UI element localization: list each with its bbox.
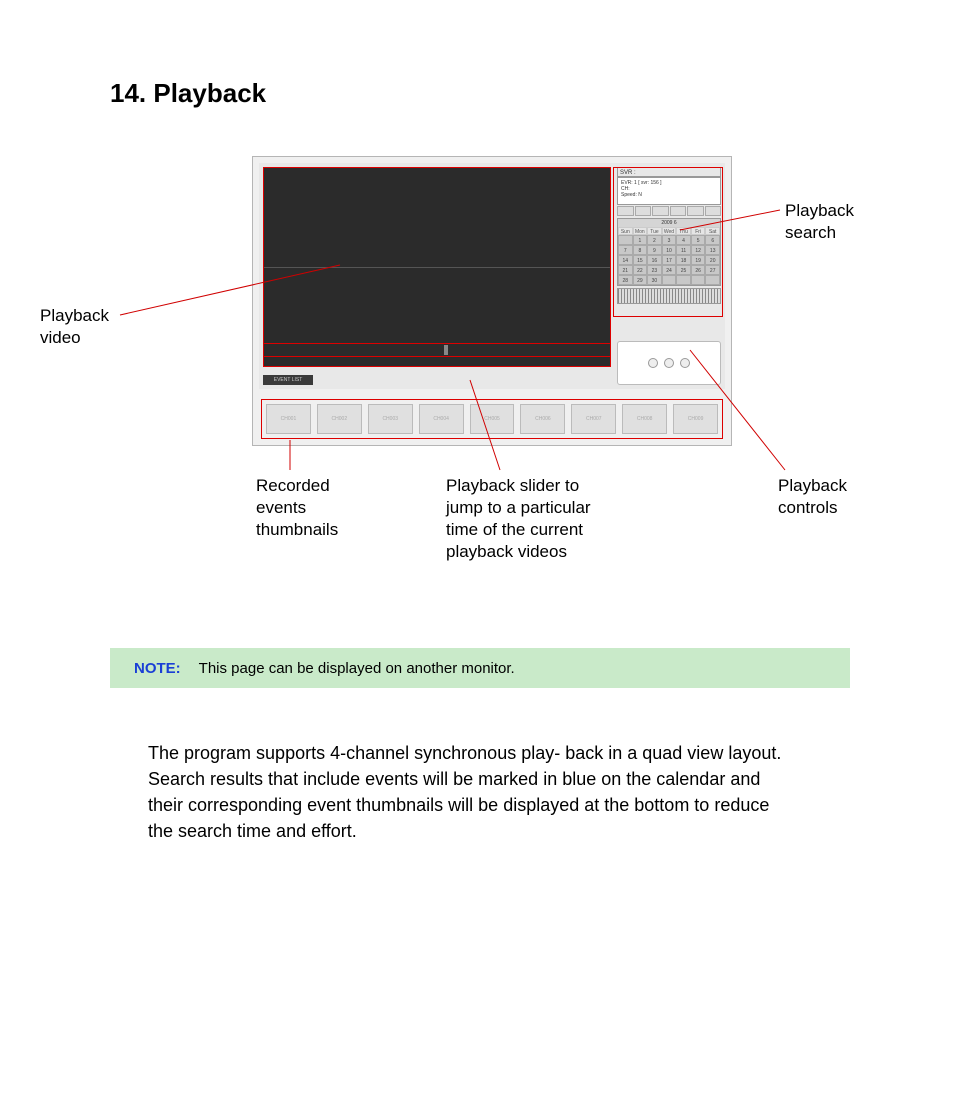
calendar-day-header: Wed (662, 227, 677, 235)
calendar-date[interactable] (662, 275, 677, 285)
slider-handle[interactable] (444, 345, 448, 355)
calendar-date[interactable]: 23 (647, 265, 662, 275)
body-paragraph: The program supports 4-channel synchrono… (148, 740, 788, 844)
calendar-date[interactable] (676, 275, 691, 285)
playback-info: EVR: 1 [ svr: 156 ] CH: Speed: N (617, 177, 721, 205)
calendar-date[interactable]: 24 (662, 265, 677, 275)
calendar-day-header: Mon (633, 227, 648, 235)
calendar-date[interactable]: 20 (705, 255, 720, 265)
calendar-date[interactable]: 2 (647, 235, 662, 245)
playback-slider[interactable] (263, 343, 611, 357)
calendar-date[interactable]: 22 (633, 265, 648, 275)
calendar-day-header: Tue (647, 227, 662, 235)
calendar-date[interactable] (618, 235, 633, 245)
calendar-date[interactable] (691, 275, 706, 285)
callout-slider: Playback slider tojump to a particularti… (446, 475, 591, 563)
callout-thumbnails: Recordedeventsthumbnails (256, 475, 338, 541)
calendar-date[interactable]: 11 (676, 245, 691, 255)
playback-figure: Playbackvideo Playbacksearch Recordedeve… (40, 150, 910, 620)
prev-icon[interactable] (648, 358, 658, 368)
thumbnail[interactable]: CH002 (317, 404, 362, 434)
thumbnail-row: CH001CH002CH003CH004CH005CH006CH007CH008… (261, 399, 723, 439)
calendar-date[interactable]: 9 (647, 245, 662, 255)
thumbnail[interactable]: CH005 (470, 404, 515, 434)
calendar-date[interactable]: 7 (618, 245, 633, 255)
calendar-date[interactable]: 4 (676, 235, 691, 245)
thumbnail[interactable]: CH009 (673, 404, 718, 434)
calendar-date[interactable]: 12 (691, 245, 706, 255)
side-panel: SVR : EVR: 1 [ svr: 156 ] CH: Speed: N 2… (617, 167, 721, 367)
calendar-date[interactable]: 30 (647, 275, 662, 285)
calendar-date[interactable]: 13 (705, 245, 720, 255)
thumbnail[interactable]: CH004 (419, 404, 464, 434)
calendar-date[interactable]: 6 (705, 235, 720, 245)
note-box: NOTE: This page can be displayed on anot… (110, 648, 850, 688)
calendar-date[interactable]: 10 (662, 245, 677, 255)
thumbnail[interactable]: CH003 (368, 404, 413, 434)
calendar-date[interactable]: 28 (618, 275, 633, 285)
next-icon[interactable] (680, 358, 690, 368)
playback-screenshot: SVR : EVR: 1 [ svr: 156 ] CH: Speed: N 2… (252, 156, 732, 446)
video-area (263, 167, 611, 367)
calendar-date[interactable]: 1 (633, 235, 648, 245)
calendar-date[interactable] (705, 275, 720, 285)
note-text: This page can be displayed on another mo… (199, 660, 515, 677)
section-heading: 14. Playback (110, 78, 266, 109)
timeline-bar[interactable] (617, 288, 721, 304)
calendar[interactable]: 2009 6 SunMonTueWedThuFriSat 12345678910… (617, 218, 721, 286)
calendar-date[interactable]: 16 (647, 255, 662, 265)
calendar-day-header: Sun (618, 227, 633, 235)
calendar-date[interactable]: 17 (662, 255, 677, 265)
calendar-date[interactable]: 5 (691, 235, 706, 245)
calendar-day-header: Fri (691, 227, 706, 235)
playback-controls[interactable] (617, 341, 721, 385)
callout-controls: Playbackcontrols (778, 475, 847, 519)
calendar-date[interactable]: 8 (633, 245, 648, 255)
event-list-button[interactable]: EVENT LIST (263, 375, 313, 385)
calendar-date[interactable]: 21 (618, 265, 633, 275)
thumbnail[interactable]: CH001 (266, 404, 311, 434)
thumbnail[interactable]: CH008 (622, 404, 667, 434)
calendar-date[interactable]: 15 (633, 255, 648, 265)
svr-select[interactable]: SVR : (617, 167, 721, 177)
calendar-date[interactable]: 19 (691, 255, 706, 265)
calendar-date[interactable]: 27 (705, 265, 720, 275)
calendar-header: 2009 6 (618, 219, 720, 227)
calendar-date[interactable]: 3 (662, 235, 677, 245)
note-label: NOTE: (110, 660, 199, 677)
calendar-day-header: Thu (676, 227, 691, 235)
calendar-date[interactable]: 26 (691, 265, 706, 275)
thumbnail[interactable]: CH006 (520, 404, 565, 434)
calendar-date[interactable]: 25 (676, 265, 691, 275)
callout-playback-search: Playbacksearch (785, 200, 854, 244)
calendar-date[interactable]: 18 (676, 255, 691, 265)
play-icon[interactable] (664, 358, 674, 368)
calendar-day-header: Sat (705, 227, 720, 235)
callout-playback-video: Playbackvideo (40, 305, 109, 349)
calendar-date[interactable]: 14 (618, 255, 633, 265)
channel-buttons[interactable] (617, 206, 721, 216)
info-line: Speed: N (621, 192, 717, 198)
thumbnail[interactable]: CH007 (571, 404, 616, 434)
calendar-date[interactable]: 29 (633, 275, 648, 285)
